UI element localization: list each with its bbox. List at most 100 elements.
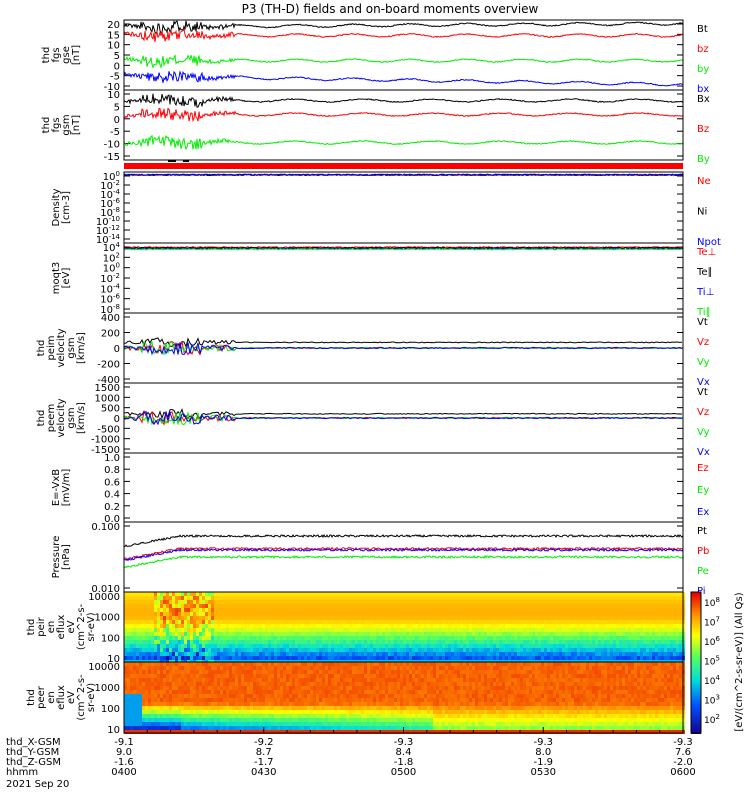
spectrogram-cell [349,612,352,616]
spectrogram-cell [508,644,511,648]
spectrogram-cell [163,674,166,678]
spectrogram-cell [292,714,295,718]
spectrogram-cell [139,656,142,660]
spectrogram-cell [343,674,346,678]
spectrogram-cell [244,726,247,730]
spectrogram-cell [289,628,292,632]
spectrogram-cell [430,600,433,604]
spectrogram-cell [331,600,334,604]
spectrogram-cell [583,644,586,648]
spectrogram-cell [331,608,334,612]
spectrogram-cell [262,674,265,678]
spectrogram-cell [598,648,601,652]
spectrogram-cell [502,652,505,656]
spectrogram-cell [268,710,271,714]
spectrogram-cell [196,640,199,644]
spectrogram-cell [394,624,397,628]
spectrogram-cell [433,596,436,600]
spectrogram-cell [214,656,217,660]
spectrogram-cell [142,620,145,624]
spectrogram-cell [130,604,133,608]
spectrogram-cell [535,628,538,632]
spectrogram-cell [448,592,451,596]
spectrogram-cell [526,604,529,608]
spectrogram-cell [526,592,529,596]
spectrogram-cell [316,648,319,652]
spectrogram-cell [325,706,328,710]
spectrogram-cell [622,596,625,600]
spectrogram-cell [337,698,340,702]
spectrogram-cell [460,648,463,652]
spectrogram-cell [535,624,538,628]
spectrogram-cell [208,620,211,624]
spectrogram-cell [232,698,235,702]
spectrogram-cell [304,706,307,710]
spectrogram-cell [568,628,571,632]
spectrogram-cell [250,636,253,640]
spectrogram-cell [184,670,187,674]
spectrogram-cell [331,666,334,670]
spectrogram-cell [625,636,628,640]
spectrogram-cell [322,666,325,670]
spectrogram-cell [466,648,469,652]
spectrogram-cell [373,596,376,600]
spectrogram-cell [199,640,202,644]
spectrogram-cell [226,624,229,628]
spectrogram-cell [208,706,211,710]
spectrogram-cell [412,608,415,612]
spectrogram-cell [571,620,574,624]
spectrogram-cell [478,600,481,604]
spectrogram-cell [337,640,340,644]
spectrogram-cell [655,612,658,616]
spectrogram-cell [169,624,172,628]
spectrogram-cell [436,652,439,656]
spectrogram-cell [319,616,322,620]
spectrogram-cell [646,616,649,620]
spectrogram-cell [445,616,448,620]
spectrogram-cell [580,600,583,604]
spectrogram-cell [202,690,205,694]
spectrogram-cell [238,698,241,702]
y-axis-label: thd [26,619,37,636]
spectrogram-cell [379,592,382,596]
spectrogram-cell [304,636,307,640]
spectrogram-cell [328,726,331,730]
spectrogram-cell [274,710,277,714]
spectrogram-cell [394,644,397,648]
spectrogram-cell [175,656,178,660]
spectrogram-cell [265,636,268,640]
spectrogram-cell [292,674,295,678]
spectrogram-cell [445,652,448,656]
spectrogram-cell [550,640,553,644]
spectrogram-cell [379,612,382,616]
spectrogram-cell [337,726,340,730]
spectrogram-cell [340,694,343,698]
spectrogram-cell [130,636,133,640]
spectrogram-cell [589,632,592,636]
spectrogram-cell [244,706,247,710]
spectrogram-cell [499,592,502,596]
spectrogram-cell [616,604,619,608]
spectrogram-cell [199,600,202,604]
spectrogram-cell [337,666,340,670]
spectrogram-cell [145,662,148,666]
spectrogram-cell [310,628,313,632]
spectrogram-cell [259,686,262,690]
spectrogram-cell [640,616,643,620]
spectrogram-cell [241,612,244,616]
spectrogram-cell [286,662,289,666]
spectrogram-cell [286,718,289,722]
spectrogram-cell [130,710,133,714]
spectrogram-cell [544,616,547,620]
spectrogram-cell [601,592,604,596]
spectrogram-cell [220,690,223,694]
spectrogram-cell [508,628,511,632]
spectrogram-cell [160,640,163,644]
spectrogram-cell [244,652,247,656]
spectrogram-cell [148,686,151,690]
spectrogram-cell [523,632,526,636]
spectrogram-cell [250,666,253,670]
spectrogram-cell [589,600,592,604]
spectrogram-cell [376,624,379,628]
